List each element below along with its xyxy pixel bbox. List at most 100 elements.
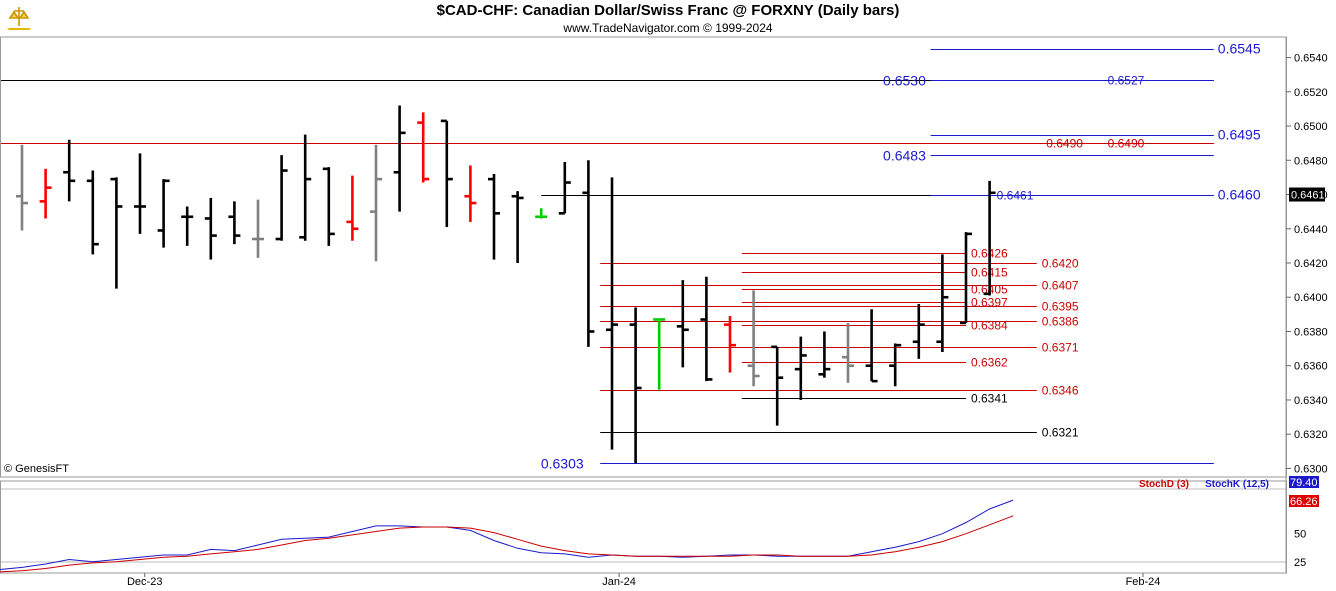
last-price-box (1289, 187, 1325, 202)
ohlc-bar (511, 191, 524, 263)
last-price-value: 0.6461 (1291, 190, 1325, 202)
ohlc-bar (629, 307, 642, 464)
ohlc-bar (676, 280, 689, 368)
ohlc-bar (440, 119, 453, 228)
legend-stochk: StochK (12,5) (1205, 479, 1269, 490)
ohlc-bar (865, 309, 878, 383)
ohlc-bar (346, 175, 359, 241)
level-label: 0.6397 (971, 296, 1008, 310)
stoch-tick-label: 50 (1294, 529, 1306, 541)
ohlc-bar (558, 161, 571, 215)
legend-stochd: StochD (3) (1139, 479, 1189, 490)
price-bars (16, 105, 996, 464)
ohlc-bar (393, 105, 406, 212)
ohlc-bar (912, 304, 925, 359)
level-label: 0.6303 (541, 456, 584, 472)
ohlc-bar (299, 134, 312, 241)
ohlc-bar (653, 318, 666, 390)
trade-navigator-logo-icon (7, 7, 31, 30)
ohlc-bar (983, 180, 996, 296)
stochk-value: 79.40 (1290, 477, 1318, 489)
price-tick-label: 0.6300 (1294, 463, 1328, 475)
price-tick-label: 0.6440 (1294, 224, 1328, 236)
level-label: 0.6527 (1108, 74, 1145, 88)
level-label: 0.6530 (883, 73, 926, 89)
ohlc-bar (39, 168, 52, 219)
ohlc-bar (771, 345, 784, 426)
price-tick-label: 0.6540 (1294, 53, 1328, 65)
level-label: 0.6386 (1042, 315, 1079, 329)
ohlc-bar (842, 322, 854, 383)
ohlc-bar (724, 316, 736, 373)
ohlc-bar (535, 208, 548, 219)
level-label: 0.6395 (1042, 300, 1079, 314)
ohlc-bar (464, 165, 477, 222)
ohlc-bar (582, 160, 595, 347)
ohlc-bar (204, 197, 217, 260)
level-label: 0.6346 (1042, 384, 1079, 398)
price-axis: 0.6300 0.6320 0.6340 0.6360 0.6380 0.6400 0.64… (4, 53, 1328, 476)
ohlc-bar (134, 153, 146, 234)
ohlc-bar (110, 177, 123, 289)
ohlc-bar (322, 167, 335, 246)
level-label: 0.6461 (997, 189, 1034, 203)
price-tick-label: 0.6420 (1294, 258, 1328, 270)
level-label: 0.6420 (1042, 257, 1079, 271)
price-tick-label: 0.6360 (1294, 361, 1328, 373)
ohlc-bar (794, 336, 807, 400)
level-label: 0.6495 (1218, 127, 1261, 143)
ohlc-bar (275, 155, 288, 241)
level-label: 0.6371 (1042, 341, 1079, 355)
stoch-panel-border (0, 480, 1287, 574)
price-tick-label: 0.6320 (1294, 429, 1328, 441)
stochastic-panel: 25 50 79.40 66.26 (0, 476, 1319, 573)
chart-subtitle: www.TradeNavigator.com © 1999-2024 (563, 21, 773, 35)
date-tick-label: Dec-23 (127, 576, 162, 588)
level-label: 0.6384 (971, 319, 1008, 333)
ohlc-bar (889, 343, 902, 387)
ohlc-bar (181, 206, 194, 246)
ohlc-bar (488, 173, 500, 260)
ohlc-bar (63, 139, 76, 202)
stochk-value-box (1289, 476, 1319, 488)
ohlc-bar (86, 170, 99, 255)
ohlc-bar (700, 276, 713, 382)
ohlc-bar (818, 331, 831, 378)
ohlc-bar (228, 201, 241, 245)
date-tick-label: Jan-24 (602, 576, 636, 588)
stochd-value-box (1289, 495, 1319, 507)
ohlc-bar (252, 199, 264, 258)
ohlc-bar (960, 232, 972, 325)
copyright-label: © GenesisFT (4, 463, 69, 475)
price-tick-label: 0.6400 (1294, 292, 1328, 304)
level-label: 0.6362 (971, 356, 1008, 370)
price-tick-label: 0.6480 (1294, 155, 1328, 167)
price-tick-label: 0.6500 (1294, 121, 1328, 133)
ohlc-bar (370, 144, 382, 262)
ohlc-bar (417, 112, 430, 183)
date-tick-label: Feb-24 (1126, 576, 1161, 588)
stoch-line (0, 515, 1014, 573)
indicator-legend: StochD (3) StochK (12,5) (1139, 479, 1269, 490)
date-axis: Dec-23 Jan-24 Feb-24 (127, 573, 1160, 588)
price-tick-label: 0.6380 (1294, 326, 1328, 338)
price-panel-border (0, 36, 1287, 478)
ohlc-bar (747, 290, 760, 387)
ohlc-bar (606, 177, 618, 450)
level-label: 0.6341 (971, 392, 1008, 406)
chart-title: $CAD-CHF: Canadian Dollar/Swiss Franc @ … (436, 2, 900, 19)
chart-frame (0, 36, 1287, 574)
stoch-tick-label: 25 (1294, 557, 1306, 569)
level-label: 0.6407 (1042, 279, 1079, 293)
price-tick-label: 0.6520 (1294, 87, 1328, 99)
level-label: 0.6545 (1218, 41, 1261, 57)
ohlc-bar (936, 254, 949, 353)
level-label: 0.6460 (1218, 187, 1261, 203)
level-label: 0.6490 (1108, 137, 1145, 151)
ohlc-bar (157, 179, 170, 248)
level-label: 0.6483 (883, 148, 926, 164)
price-tick-label: 0.6340 (1294, 395, 1328, 407)
ohlc-bar (16, 144, 28, 231)
level-label: 0.6321 (1042, 426, 1079, 440)
